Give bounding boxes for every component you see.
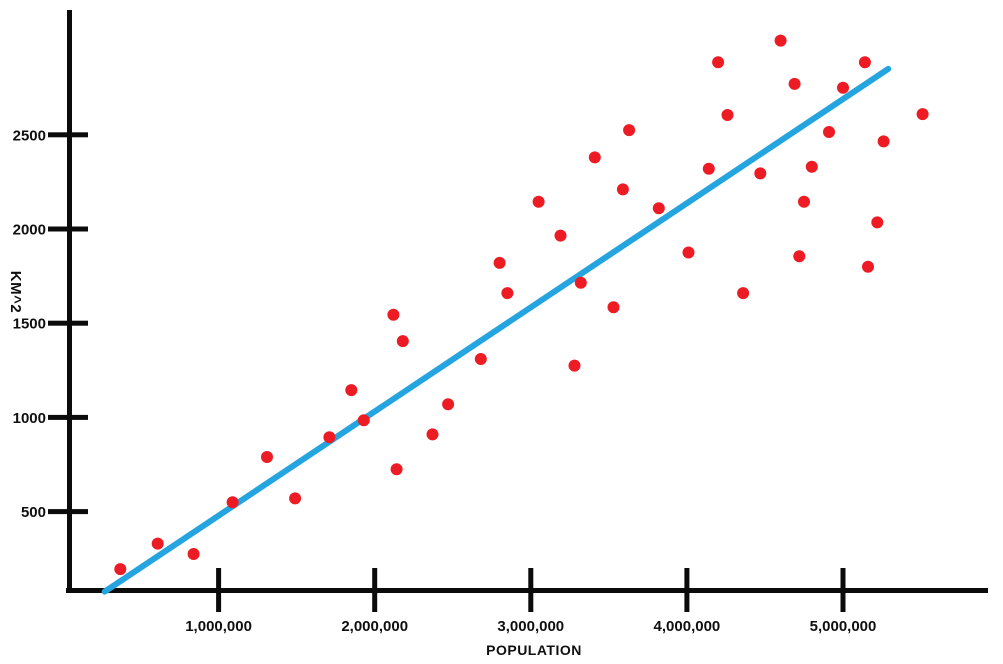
data-point [261,451,273,463]
data-point [493,256,506,269]
data-point [793,250,806,263]
data-point [862,260,874,273]
axes [66,10,988,593]
data-point [837,81,849,94]
data-point [623,124,636,137]
data-point [652,202,665,215]
x-axis-line [66,588,988,593]
data-point [501,287,514,300]
data-point [357,414,370,427]
data-point [737,287,750,300]
y-tick [48,226,88,232]
y-tick-label: 1500 [13,316,46,333]
data-point [568,359,581,372]
x-tick-label: 1,000,000 [185,618,252,635]
x-tick [528,568,534,612]
data-point [682,246,695,259]
data-point [616,183,629,196]
y-tick [48,320,88,326]
data-point [151,537,164,550]
x-tick [684,568,690,612]
y-tick [48,509,88,515]
x-tick-label: 2,000,000 [341,618,408,635]
data-point [916,108,929,121]
data-point [788,77,801,90]
data-point [387,308,400,321]
data-point [114,563,127,576]
x-tick-label: 5,000,000 [810,618,877,635]
data-point [345,384,358,397]
data-point [798,195,810,208]
data-point [858,56,871,69]
x-tick-label: 3,000,000 [497,618,564,635]
x-tick [840,568,846,612]
data-point [588,151,601,164]
y-axis-line [67,10,72,593]
data-point [390,463,403,476]
x-axis-title: POPULATION [486,642,582,658]
data-point [289,492,302,505]
data-point [877,135,890,148]
x-tick [216,568,222,612]
data-point [702,162,715,175]
y-tick-label: 2500 [13,127,46,144]
data-point [426,428,439,441]
data-point [607,301,620,314]
data-point [554,229,567,242]
data-point [396,335,409,348]
data-point [871,216,884,229]
data-point [187,548,200,560]
y-axis-ticks: 500 1000 1500 2000 2500 [13,127,88,521]
trend-line [101,65,892,595]
y-tick-label: 500 [21,504,46,521]
x-tick-label: 4,000,000 [654,618,721,635]
data-point [532,195,545,208]
data-point [805,160,818,173]
y-tick [48,414,88,420]
data-point [823,126,835,138]
x-axis-ticks: 1,000,000 2,000,000 3,000,000 4,000,000 5,00… [185,568,876,635]
data-point [442,398,455,411]
y-tick-label: 1000 [13,410,46,427]
y-tick-label: 2000 [13,222,46,239]
data-point [721,109,734,121]
data-point [754,167,767,180]
data-point [574,276,587,289]
data-point [226,496,239,509]
y-axis-title: KM^2 [7,271,24,313]
data-point [323,431,336,444]
data-points [114,34,929,576]
data-point [712,56,725,69]
y-tick [48,132,88,138]
data-point [474,353,487,365]
x-tick [372,568,378,612]
data-point [774,34,787,47]
